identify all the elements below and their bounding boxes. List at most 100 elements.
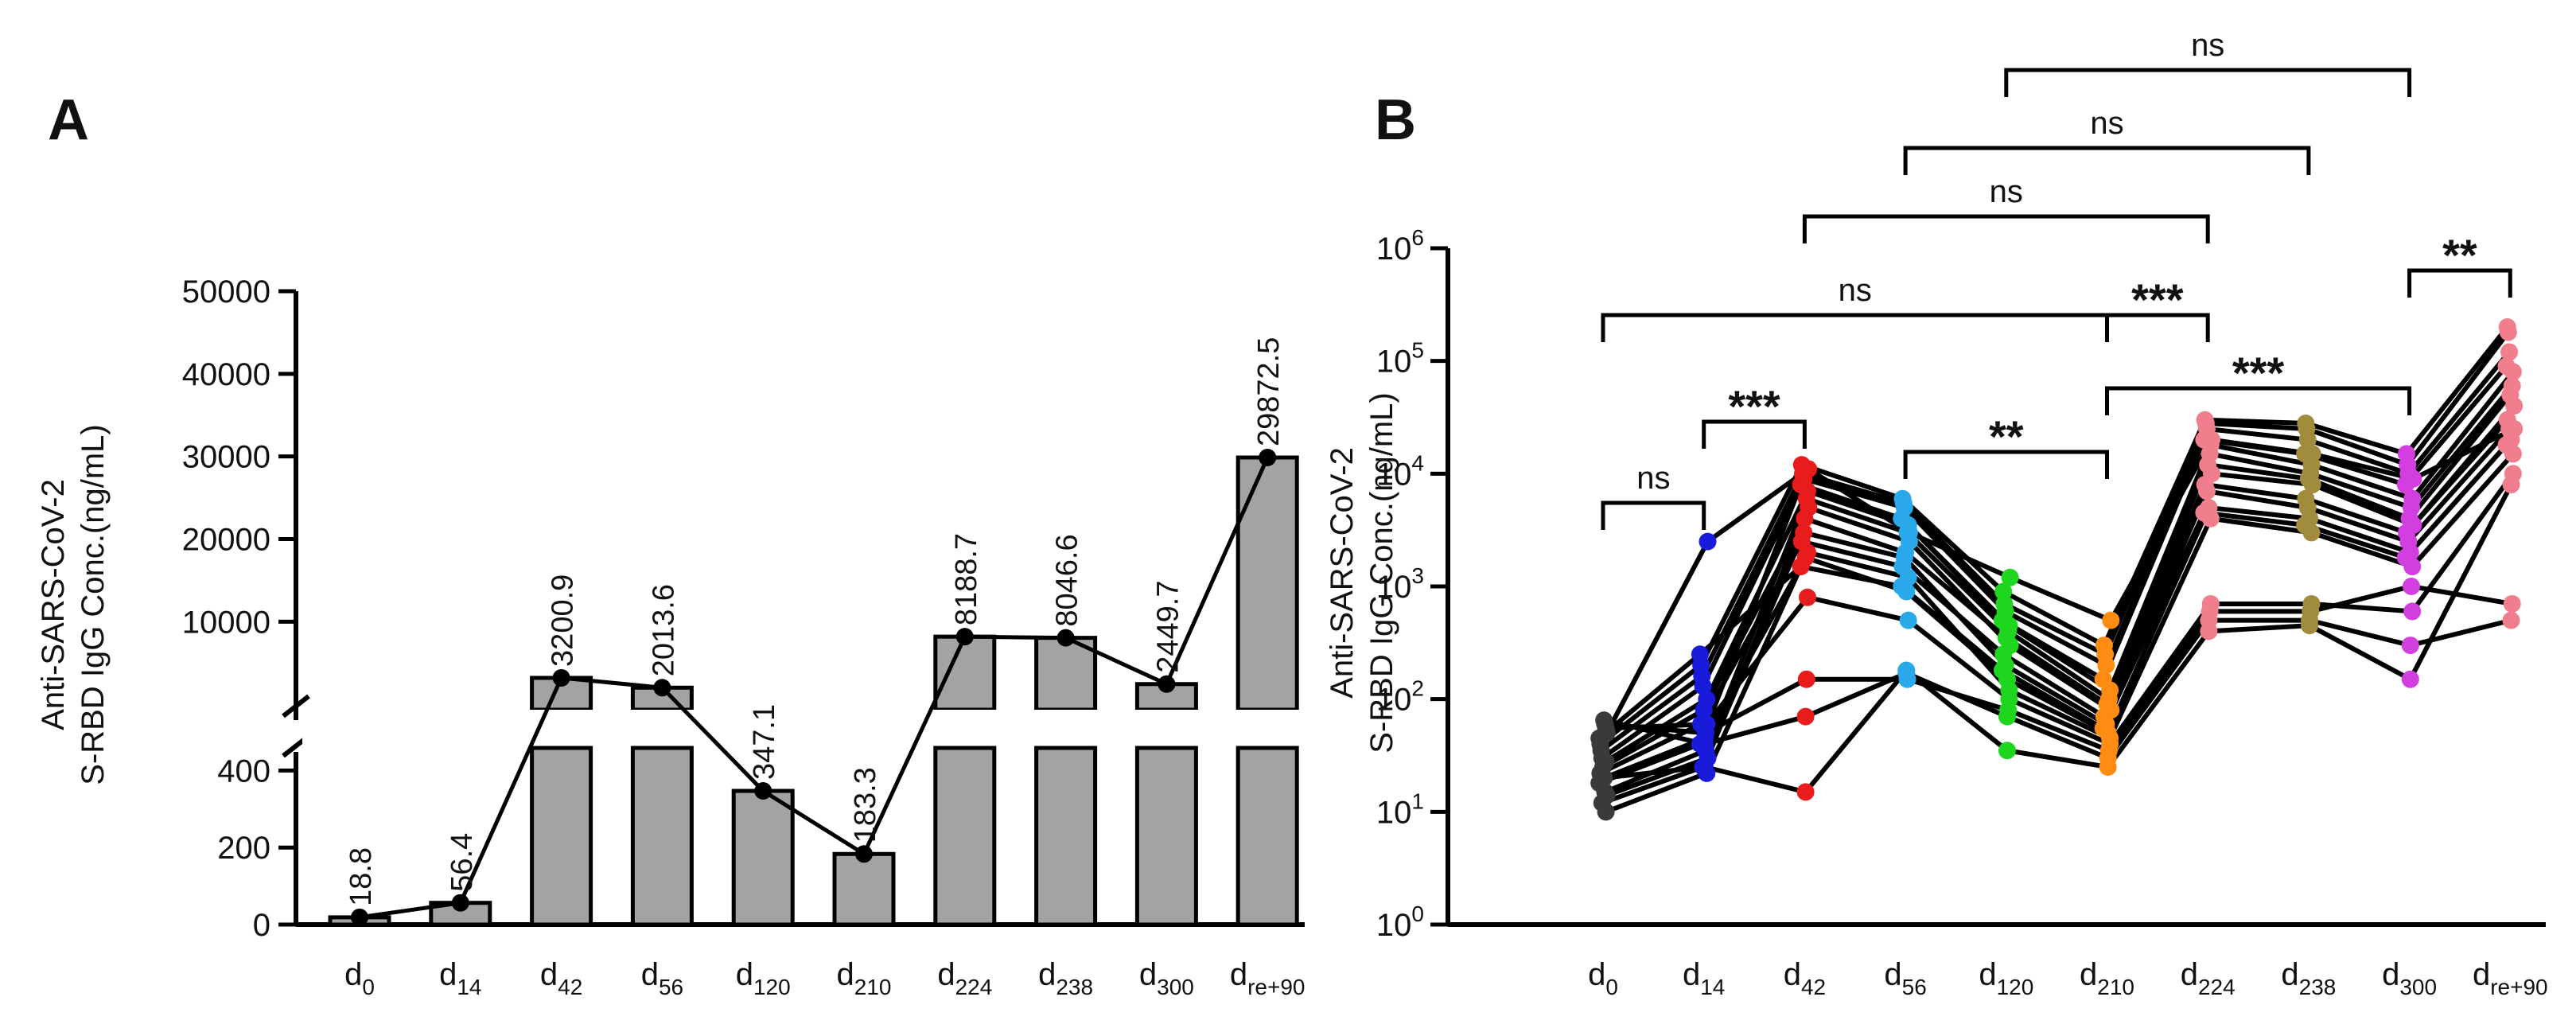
panel-a-mean-point: [552, 668, 570, 687]
panel-b-subject-line: [1603, 438, 2513, 781]
panel-a-bar: [1034, 746, 1098, 927]
panel-b-significance-bracket: [2105, 386, 2412, 415]
panel-b-letter: B: [1375, 88, 1416, 152]
panel-a-value-label: 2449.7: [1151, 581, 1185, 673]
panel-b-data-point: [2297, 414, 2315, 432]
panel-b-x-tick-label: d56: [1884, 957, 1926, 999]
panel-b-x-tick-label: d238: [2281, 957, 2336, 999]
panel-b-data-point: [2095, 637, 2113, 655]
panel-b-data-point: [1792, 532, 1811, 551]
panel-b-data-point: [1792, 558, 1810, 576]
panel-b-y-tick-label: 101: [1376, 789, 1424, 830]
panel-b-data-point: [1994, 661, 2011, 679]
panel-b-data-point: [1900, 524, 1918, 542]
panel-b-data-point: [1893, 578, 1911, 595]
panel-a-x-tick-label: d224: [937, 957, 992, 999]
panel-b-significance-bracket: [1601, 313, 2109, 342]
panel-b-subject-line: [1597, 443, 2508, 741]
panel-b-ylabel-line2: S-RBD IgG Conc.(ng/mL): [1364, 392, 1399, 753]
panel-b-data-point: [1998, 707, 2016, 726]
panel-a-y-tick-label: 50000: [182, 275, 270, 310]
panel-b-subject-line: [1605, 583, 2513, 753]
panel-b-significance-bracket: [1903, 146, 2311, 175]
panel-a-mean-point: [955, 628, 974, 646]
panel-b-x-tick-label: dre+90: [2473, 957, 2548, 999]
panel-b-data-point: [2001, 568, 2019, 586]
panel-b-significance-label: **: [1989, 411, 2024, 461]
panel-b-data-point: [2196, 476, 2214, 494]
panel-b-data-point: [1695, 735, 1714, 753]
panel-b-data-point: [2200, 622, 2218, 641]
panel-b-data-point: [2504, 363, 2522, 381]
panel-b-data-point: [2505, 419, 2523, 438]
panel-a-y-tick-label: 20000: [182, 523, 270, 558]
panel-b-data-point: [1893, 489, 1912, 508]
panel-b-subject-line: [1605, 404, 2516, 798]
panel-a-ylabel-line1: Anti-SARS-CoV-2: [36, 479, 71, 730]
panel-a-value-label: 56.4: [446, 833, 479, 892]
panel-a-value-label: 183.3: [849, 767, 882, 843]
panel-a-bar: [530, 746, 593, 927]
panel-a-bar: [731, 789, 795, 927]
panel-a-bar: [1235, 746, 1299, 927]
panel-b-significance-bracket: [2105, 313, 2210, 342]
panel-b-subject-line: [1599, 330, 2511, 753]
panel-b-data-point: [2203, 430, 2220, 449]
panel-a-mean-point: [451, 894, 469, 912]
panel-b-y-tick-label: 103: [1376, 563, 1424, 605]
panel-a-x-tick-label: d210: [837, 957, 892, 999]
panel-b-data-point: [1796, 707, 1815, 726]
panel-a-x-tick-label: d42: [540, 957, 582, 999]
panel-a-y-tick-label: 30000: [182, 440, 270, 475]
panel-b-data-point: [2099, 757, 2117, 776]
panel-b-data-point: [1893, 558, 1912, 576]
panel-a-x-tick-label: d300: [1139, 957, 1194, 999]
panel-a-x-tick-label: d14: [439, 957, 481, 999]
panel-b-data-point: [2299, 469, 2317, 488]
panel-a-mean-point: [754, 782, 772, 800]
panel-a-mean-point: [351, 908, 368, 926]
panel-b-significance-label: **: [2442, 230, 2477, 280]
panel-a-axis-break-mark: [282, 694, 310, 718]
panel-a-y-tick-label: 0: [253, 908, 270, 943]
panel-a-bar: [933, 746, 997, 927]
panel-a-value-label: 347.1: [748, 704, 781, 780]
panel-b-data-point: [1998, 742, 2016, 760]
panel-b-significance-bracket: [2004, 68, 2412, 97]
panel-b-significance-label: ns: [1636, 461, 1670, 496]
panel-a-mean-point: [653, 679, 671, 697]
panel-a-bar: [630, 746, 694, 927]
panel-b-data-point: [2094, 719, 2112, 738]
panel-b-significance-label: ***: [2131, 275, 2184, 325]
panel-b-data-point: [1595, 769, 1613, 787]
panel-b-subject-line: [1605, 370, 2516, 764]
panel-b-data-point: [2102, 611, 2120, 629]
panel-a-bar: [832, 851, 896, 927]
panel-b-data-point: [2398, 524, 2415, 542]
panel-a-mean-line: [359, 456, 1270, 920]
panel-b-data-point: [1797, 670, 1815, 688]
panel-a-value-label: 18.8: [344, 847, 378, 906]
panel-b-significance-label: ***: [1728, 381, 1780, 431]
panel-b-data-point: [1796, 509, 1814, 528]
panel-a-x-tick-label: d120: [736, 957, 791, 999]
panel-b-data-point: [1897, 661, 1916, 679]
panel-b-x-tick-label: d224: [2181, 957, 2236, 999]
panel-b-data-point: [2498, 318, 2516, 337]
panel-b-significance-bracket: [1702, 419, 1807, 449]
panel-b-data-point: [2296, 516, 2314, 534]
panel-b-data-point: [2195, 504, 2213, 522]
panel-a-x-tick-label: dre+90: [1230, 957, 1306, 999]
panel-b-data-point: [2502, 611, 2520, 629]
panel-a-y-tick-label: 10000: [182, 605, 270, 640]
panel-a-x-tick-label: d0: [344, 957, 375, 999]
panel-b-data-point: [1695, 757, 1714, 776]
panel-b-x-tick-label: d300: [2382, 957, 2437, 999]
panel-a-value-label: 8046.6: [1051, 534, 1084, 626]
panel-b-data-point: [2301, 617, 2319, 635]
panel-b-significance-label: ***: [2232, 348, 2285, 398]
panel-b-data-point: [1796, 783, 1815, 801]
panel-b-data-point: [2101, 681, 2119, 699]
